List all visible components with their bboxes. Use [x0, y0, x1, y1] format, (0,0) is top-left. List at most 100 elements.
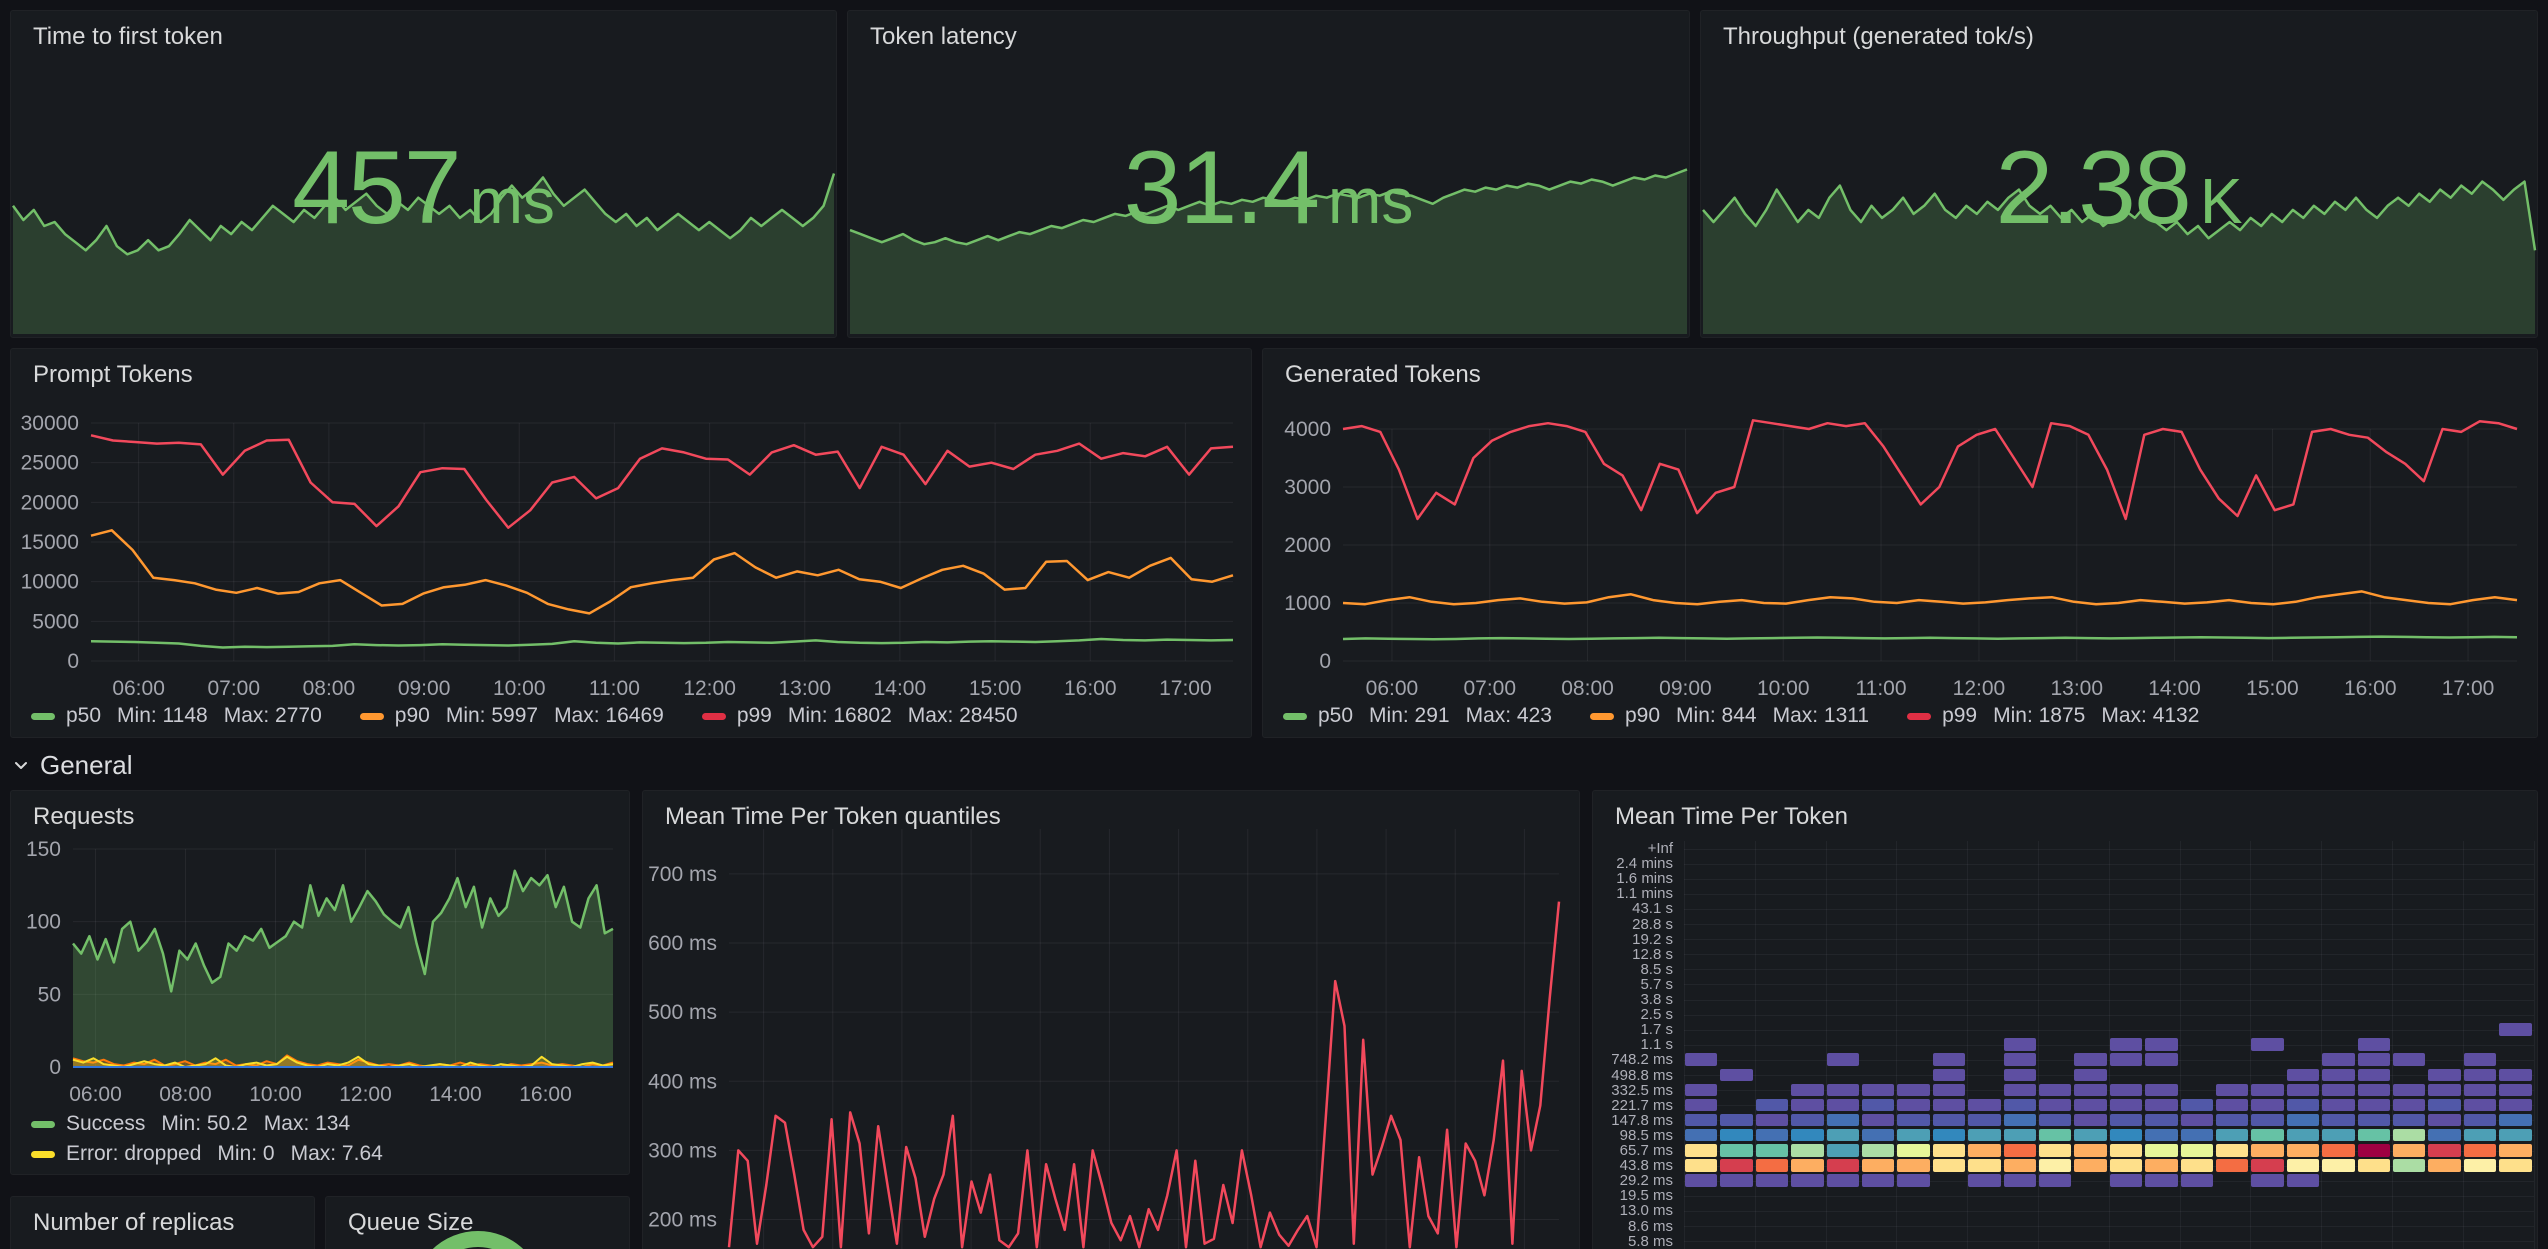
axis-label: 11:00 — [589, 677, 640, 700]
heatmap-cell — [1968, 1144, 2001, 1157]
legend-item-p90[interactable]: p90 Min: 844 Max: 1311 — [1589, 701, 1869, 731]
legend-item-error-template[interactable]: Error: template Min: 0 Max: 0 — [31, 1169, 357, 1174]
heatmap-cell — [2322, 1128, 2355, 1142]
legend-max: Max: 16469 — [554, 704, 664, 727]
heatmap-cell — [2463, 1098, 2497, 1112]
heatmap-cell — [2428, 1144, 2461, 1157]
heatmap-bucket-label: 748.2 ms — [1611, 1051, 1673, 1069]
heatmap-cell — [1791, 1159, 1824, 1172]
panel-title[interactable]: Token latency — [870, 23, 1017, 50]
heatmap-cell — [1932, 1083, 1966, 1097]
axis-label: 16:00 — [519, 1083, 572, 1106]
heatmap-cell — [1755, 1128, 1789, 1142]
heatmap-cell — [1862, 1144, 1895, 1157]
heatmap-cell — [1968, 1113, 2001, 1127]
heatmap-cell — [2393, 1128, 2426, 1142]
queue-size-gauge — [432, 1231, 524, 1249]
axis-label: 16:00 — [1064, 677, 1117, 700]
axis-label: 09:00 — [1659, 677, 1712, 700]
axis-label: 15:00 — [2246, 677, 2299, 700]
prompt-chart[interactable]: 0 5000 10000 15000 20000 25000 30000 06:00 07:00… — [11, 349, 1251, 737]
axis-label: 4000 — [1284, 418, 1331, 441]
heatmap-cell — [2216, 1098, 2249, 1112]
heatmap-cell — [2109, 1128, 2143, 1142]
legend-item-p50[interactable]: p50 Min: 291 Max: 423 — [1283, 701, 1552, 731]
legend-item-error-dropped[interactable]: Error: dropped Min: 0 Max: 7.64 — [31, 1139, 383, 1169]
series-Success — [72, 869, 614, 993]
axis-label: 09:00 — [398, 677, 451, 700]
axis-label: 11:00 — [1856, 677, 1907, 700]
throughput-sparkline[interactable] — [1701, 11, 2537, 337]
heatmap-cell — [2109, 1083, 2143, 1097]
heatmap-cell — [2109, 1144, 2143, 1157]
heatmap-bucket-label: 221.7 ms — [1611, 1096, 1673, 1114]
legend-item-p99[interactable]: p99 Min: 1875 Max: 4132 — [1907, 701, 2199, 731]
axis-label: 12:00 — [1953, 677, 2006, 700]
panel-title[interactable]: Mean Time Per Token quantiles — [665, 803, 1001, 830]
panel-title[interactable]: Generated Tokens — [1285, 361, 1481, 388]
legend-label: p50 — [66, 704, 102, 727]
ttft-sparkline[interactable] — [11, 11, 836, 337]
heatmap-gridline — [1684, 1180, 2534, 1182]
stat-unit: ms — [1328, 165, 1414, 237]
heatmap-cell — [2499, 1083, 2532, 1097]
stat-value: 457 — [292, 130, 462, 246]
heatmap-bucket-label: 5.8 ms — [1627, 1232, 1673, 1249]
panel-title[interactable]: Number of replicas — [33, 1209, 235, 1236]
heatmap-cell — [1826, 1128, 1859, 1142]
heatmap-bucket-label: 12.8 s — [1632, 945, 1673, 963]
heatmap-cell — [2251, 1113, 2284, 1127]
heatmap-cell — [1932, 1128, 1966, 1142]
panel-title[interactable]: Requests — [33, 803, 135, 830]
legend-item-p50[interactable]: p50 Min: 1148 Max: 2770 — [31, 701, 322, 731]
heatmap-cell — [1685, 1053, 1718, 1066]
legend-max: Max: 134 — [263, 1112, 351, 1135]
heatmap-bucket-label: 1.7 s — [1640, 1021, 1673, 1039]
heatmap-bucket-label: 498.8 ms — [1611, 1066, 1673, 1084]
row-toggle-general[interactable]: General — [10, 748, 133, 782]
legend-item-p90[interactable]: p90 Min: 5997 Max: 16469 — [359, 701, 664, 731]
legend-series-swatch — [1589, 712, 1614, 720]
heatmap-cell — [2286, 1128, 2320, 1142]
heatmap-gridline — [1684, 939, 2534, 941]
panel-title[interactable]: Queue Size — [348, 1209, 474, 1236]
heatmap-cell — [2251, 1038, 2284, 1051]
latency-sparkline[interactable] — [848, 11, 1689, 337]
panel-title[interactable]: Mean Time Per Token — [1615, 803, 1849, 830]
heatmap-cell — [2039, 1098, 2072, 1112]
heatmap-cell — [2180, 1128, 2213, 1142]
axis-label: 06:00 — [1366, 677, 1419, 700]
row-title: General — [40, 749, 133, 780]
heatmap-gridline — [2038, 841, 2039, 1249]
heatmap-cell — [2286, 1098, 2320, 1112]
axis-label: 5000 — [32, 610, 79, 633]
panel-title[interactable]: Time to first token — [33, 23, 223, 50]
heatmap-cell — [2322, 1144, 2355, 1157]
panel-number-of-replicas: Number of replicas — [10, 1196, 315, 1249]
heatmap-cell — [2180, 1098, 2213, 1112]
panel-title[interactable]: Throughput (generated tok/s) — [1723, 23, 2034, 50]
heatmap-cell — [2499, 1144, 2532, 1157]
heatmap-gridline — [1684, 924, 2534, 926]
heatmap-gridline — [1896, 841, 1898, 1249]
heatmap-bucket-label: 65.7 ms — [1619, 1142, 1673, 1159]
heatmap-cell — [2463, 1128, 2497, 1142]
heatmap-cell — [2322, 1159, 2355, 1172]
heatmap-cell — [1826, 1144, 1859, 1157]
generated-chart[interactable]: 0 1000 2000 3000 4000 06:00 07:00 08:00 09:00 10:… — [1263, 349, 2537, 737]
heatmap-bucket-label: 1.1 mins — [1616, 885, 1673, 903]
heatmap-cell — [1826, 1083, 1859, 1097]
heatmap-cell — [2039, 1128, 2072, 1142]
quantiles-chart[interactable]: 200 ms 300 ms 400 ms 500 ms 600 ms 700 ms — [643, 791, 1579, 1249]
legend-item-p99[interactable]: p99 Min: 16802 Max: 28450 — [701, 701, 1018, 731]
requests-chart[interactable]: 0 50 100 150 06:00 08:00 10:00 12:00 14:00 16:00 — [11, 791, 629, 1174]
legend-label: Error: dropped — [66, 1142, 202, 1165]
legend-item-success[interactable]: Success Min: 50.2 Max: 134 — [31, 1109, 350, 1139]
heatmap-cell — [1755, 1159, 1789, 1172]
heatmap-cell — [1685, 1159, 1718, 1172]
heatmap-cell — [1968, 1098, 2001, 1112]
heatmap-cell — [2251, 1174, 2284, 1187]
heatmap-bucket-label: 8.5 s — [1640, 960, 1673, 978]
panel-title[interactable]: Prompt Tokens — [33, 361, 193, 388]
heatmap-cell — [2463, 1083, 2497, 1097]
